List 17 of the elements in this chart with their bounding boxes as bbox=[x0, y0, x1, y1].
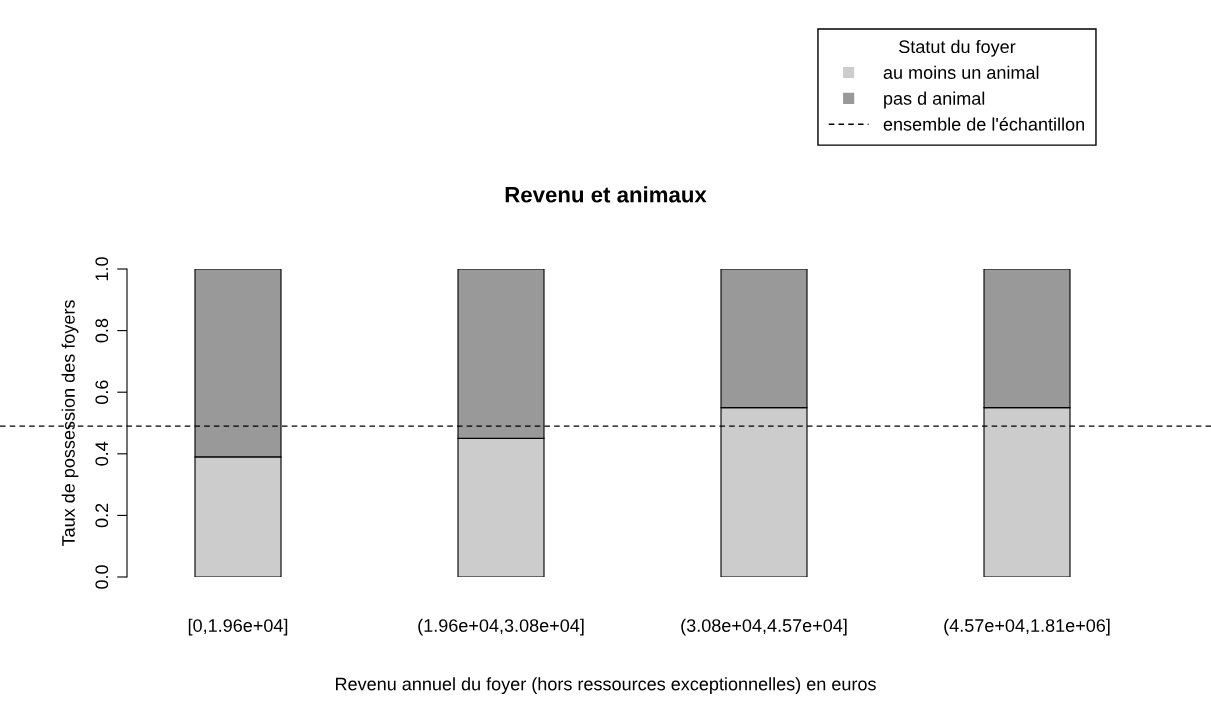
x-tick-label: (4.57e+04,1.81e+06] bbox=[944, 618, 1110, 636]
y-tick-label: 0.6 bbox=[95, 380, 109, 405]
legend-title: Statut du foyer bbox=[899, 39, 1016, 57]
x-tick-label: (3.08e+04,4.57e+04] bbox=[681, 618, 847, 636]
y-tick-label: 0.4 bbox=[95, 441, 109, 466]
y-axis-title: Taux de possession des foyers bbox=[61, 300, 79, 547]
x-tick-label: (1.96e+04,3.08e+04] bbox=[418, 618, 584, 636]
x-axis-title: Revenu annuel du foyer (hors ressources exceptionnelles) en euros bbox=[336, 677, 876, 694]
y-tick-label: 1.0 bbox=[95, 257, 109, 281]
y-tick-label: 0.2 bbox=[95, 503, 109, 528]
chart-title: Revenu et animaux bbox=[505, 186, 707, 203]
y-tick-label: 0.0 bbox=[95, 565, 109, 589]
legend-label: au moins un animal bbox=[883, 65, 1039, 79]
y-tick-label: 0.8 bbox=[95, 318, 109, 343]
legend-label: pas d animal bbox=[884, 91, 985, 109]
x-tick-label: [0,1.96e+04] bbox=[188, 618, 288, 636]
legend-label: ensemble de l'échantillon bbox=[883, 117, 1084, 131]
